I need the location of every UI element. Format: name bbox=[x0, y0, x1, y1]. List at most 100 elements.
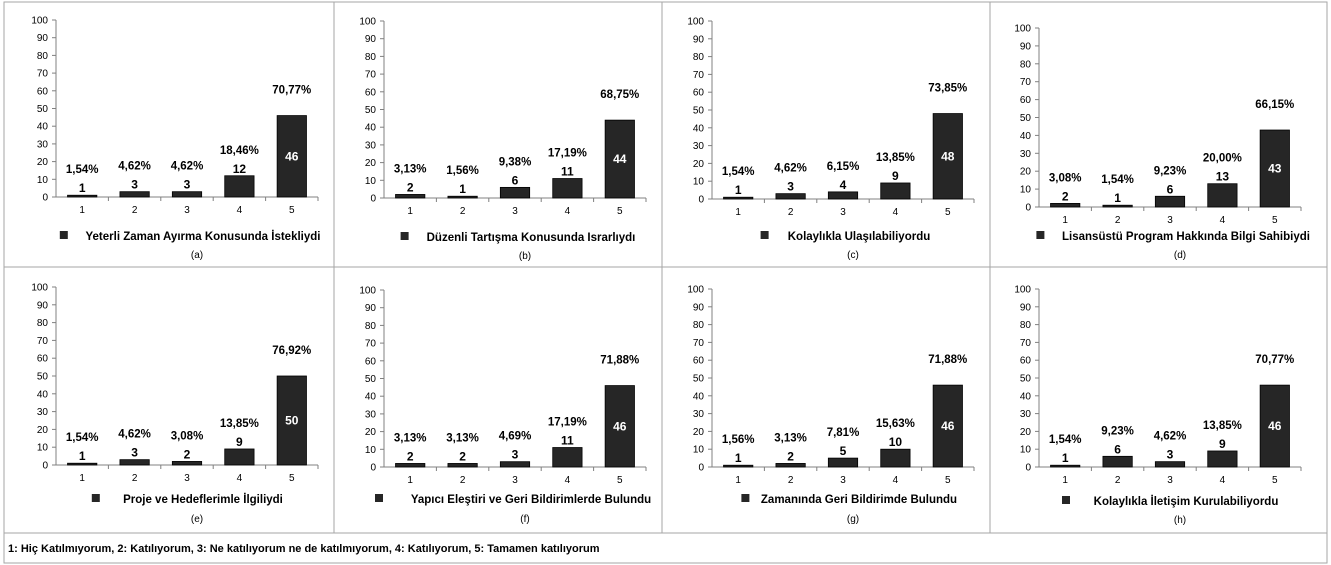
y-tick-label: 40 bbox=[365, 123, 377, 134]
y-tick-label: 30 bbox=[693, 409, 705, 420]
percent-label: 7,81% bbox=[827, 427, 860, 439]
percent-label: 70,77% bbox=[1255, 354, 1294, 366]
panel-sublabel: (c) bbox=[847, 250, 859, 261]
percent-label: 9,23% bbox=[1154, 165, 1187, 177]
bar bbox=[171, 191, 203, 198]
x-tick-label: 2 bbox=[460, 206, 466, 217]
x-tick-label: 2 bbox=[132, 205, 138, 216]
x-tick-label: 1 bbox=[79, 473, 85, 484]
y-tick-label: 50 bbox=[1020, 374, 1032, 385]
x-tick-label: 2 bbox=[132, 473, 138, 484]
x-tick-label: 5 bbox=[289, 205, 295, 216]
percent-label: 66,15% bbox=[1255, 99, 1294, 111]
y-tick-label: 10 bbox=[1020, 445, 1032, 456]
data-label: 3 bbox=[1167, 448, 1174, 462]
percent-label: 68,75% bbox=[600, 89, 639, 101]
data-label: 1 bbox=[459, 182, 466, 196]
y-tick-label: 10 bbox=[693, 177, 705, 188]
data-label: 3 bbox=[131, 446, 138, 460]
bar bbox=[276, 375, 307, 466]
y-tick-label: 90 bbox=[693, 302, 705, 313]
legend-label: Zamanında Geri Bildirimde Bulundu bbox=[761, 494, 957, 506]
data-label: 9 bbox=[236, 435, 243, 449]
chart-panel-a: 0 10 20 30 40 50 60 70 80 90 100 1 1 1,54% 2 3 4,62% 3 3 4,… bbox=[31, 16, 320, 262]
y-tick-label: 0 bbox=[1025, 463, 1031, 474]
y-tick-label: 60 bbox=[37, 86, 49, 97]
data-label: 46 bbox=[613, 419, 627, 433]
legend-swatch bbox=[59, 231, 68, 239]
legend-swatch bbox=[91, 494, 100, 502]
x-tick-label: 1 bbox=[407, 206, 413, 217]
legend-swatch bbox=[1062, 496, 1070, 504]
x-tick-label: 1 bbox=[1062, 215, 1068, 226]
bar bbox=[775, 463, 806, 468]
y-tick-label: 40 bbox=[693, 391, 705, 402]
y-tick-label: 20 bbox=[693, 427, 705, 438]
data-label: 4 bbox=[840, 178, 847, 192]
y-tick-label: 70 bbox=[1020, 77, 1032, 88]
percent-label: 70,77% bbox=[272, 85, 311, 97]
bar bbox=[1154, 195, 1186, 208]
x-tick-label: 5 bbox=[1272, 215, 1278, 226]
bar bbox=[1207, 450, 1238, 468]
percent-label: 1,56% bbox=[446, 165, 479, 177]
bar bbox=[604, 385, 635, 468]
y-tick-label: 70 bbox=[365, 70, 377, 81]
x-tick-label: 5 bbox=[945, 207, 951, 218]
x-tick-label: 3 bbox=[840, 475, 846, 486]
legend-label: Lisansüstü Program Hakkında Bilgi Sahibi… bbox=[1062, 231, 1310, 243]
y-tick-label: 70 bbox=[37, 69, 49, 80]
y-tick-label: 90 bbox=[365, 34, 377, 45]
y-tick-label: 90 bbox=[365, 303, 377, 314]
panel-sublabel: (e) bbox=[191, 514, 203, 525]
y-tick-label: 90 bbox=[37, 33, 49, 44]
bar bbox=[1207, 183, 1238, 208]
legend-swatch bbox=[1036, 231, 1045, 239]
data-label: 46 bbox=[1268, 419, 1282, 433]
y-tick-label: 10 bbox=[37, 175, 49, 186]
y-tick-label: 90 bbox=[1020, 41, 1032, 52]
percent-label: 4,69% bbox=[499, 431, 532, 443]
x-tick-label: 4 bbox=[1220, 215, 1226, 226]
bar bbox=[171, 461, 203, 466]
panel-sublabel: (b) bbox=[519, 251, 531, 262]
x-tick-label: 1 bbox=[79, 205, 85, 216]
x-tick-label: 5 bbox=[1272, 475, 1278, 486]
data-label: 9 bbox=[892, 169, 899, 183]
chart-panel-e: 0 10 20 30 40 50 60 70 80 90 100 1 1 1,54% 2 3 4,62% 3 2 3,… bbox=[31, 283, 319, 525]
y-tick-label: 50 bbox=[365, 105, 377, 116]
y-tick-label: 20 bbox=[37, 425, 49, 436]
y-tick-label: 70 bbox=[365, 339, 377, 350]
y-tick-label: 80 bbox=[693, 320, 705, 331]
y-tick-label: 90 bbox=[693, 34, 705, 45]
data-label: 1 bbox=[1062, 451, 1069, 465]
y-tick-label: 50 bbox=[37, 372, 49, 383]
percent-label: 4,62% bbox=[1154, 431, 1187, 443]
y-tick-label: 60 bbox=[1020, 95, 1032, 106]
percent-label: 1,56% bbox=[722, 434, 755, 446]
bar bbox=[1050, 464, 1081, 468]
y-tick-label: 30 bbox=[365, 409, 377, 420]
x-tick-label: 3 bbox=[184, 205, 190, 216]
data-label: 11 bbox=[561, 165, 574, 179]
bar bbox=[1154, 461, 1186, 468]
x-tick-label: 4 bbox=[893, 207, 899, 218]
percent-label: 73,85% bbox=[928, 83, 967, 95]
y-tick-label: 80 bbox=[365, 321, 377, 332]
data-label: 6 bbox=[1114, 442, 1121, 456]
data-label: 2 bbox=[407, 180, 414, 194]
x-tick-label: 2 bbox=[1115, 215, 1121, 226]
percent-label: 4,62% bbox=[118, 429, 151, 441]
bar bbox=[499, 186, 531, 199]
x-tick-label: 1 bbox=[407, 475, 413, 486]
percent-label: 13,85% bbox=[1203, 420, 1242, 432]
bar bbox=[1050, 203, 1081, 208]
percent-label: 3,08% bbox=[171, 430, 204, 442]
data-label: 2 bbox=[184, 447, 191, 461]
percent-label: 1,54% bbox=[66, 164, 99, 176]
percent-label: 6,15% bbox=[827, 161, 860, 173]
y-tick-label: 60 bbox=[693, 88, 705, 99]
y-tick-label: 10 bbox=[1020, 185, 1032, 196]
y-tick-label: 60 bbox=[693, 356, 705, 367]
legend-swatch bbox=[400, 232, 409, 240]
